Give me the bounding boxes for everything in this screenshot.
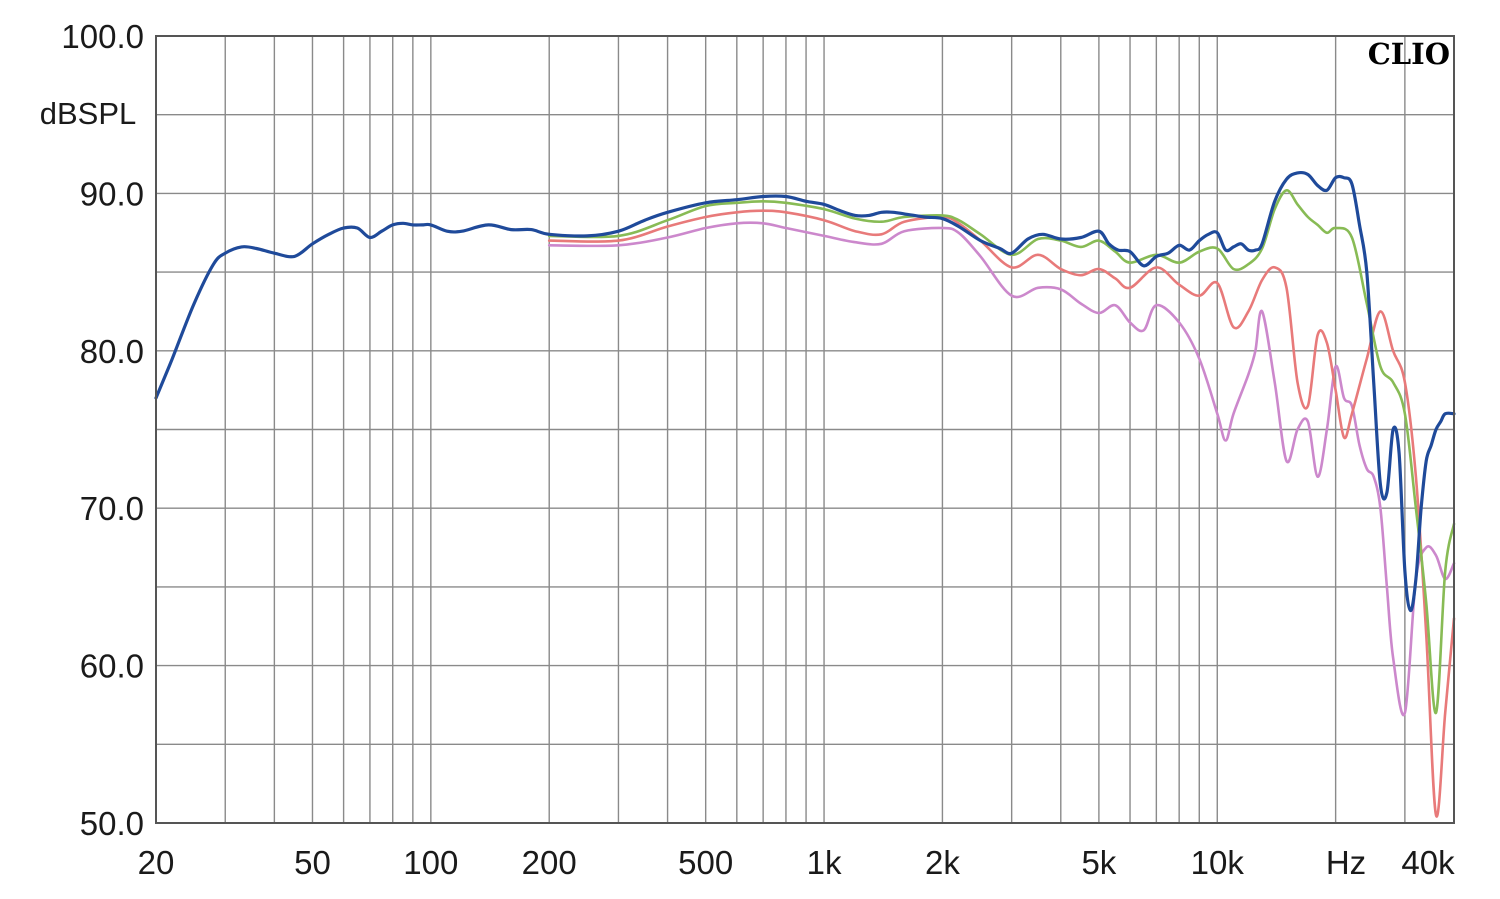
plot-frame [155,35,1455,824]
y-tick-label: 70.0 [80,490,144,527]
response-curve-2 [547,209,1456,818]
y-axis-ticks: 100.0 90.0 80.0 70.0 60.0 50.0 [61,18,144,842]
x-tick-label: 100 [403,844,458,881]
x-tick-label: 200 [522,844,577,881]
y-tick-label: 100.0 [61,18,144,55]
y-tick-label: 50.0 [80,805,144,842]
x-tick-label: 500 [678,844,733,881]
x-tick-label: 40k [1401,844,1455,881]
response-curve-3 [547,189,1456,715]
x-axis-unit-label: Hz [1326,844,1366,881]
y-tick-label: 60.0 [80,648,144,685]
x-axis-ticks: 20 50 100 200 500 1k 2k 5k 10k 40k [138,844,1455,881]
x-tick-label: 2k [925,844,960,881]
clio-logo: CLIO [1368,37,1450,71]
x-tick-label: 10k [1191,844,1245,881]
series-group [154,170,1456,818]
x-tick-label: 5k [1081,844,1116,881]
response-curve-1 [547,221,1456,717]
y-tick-label: 80.0 [80,333,144,370]
x-tick-label: 20 [138,844,175,881]
y-tick-label: 90.0 [80,175,144,212]
response-curve-4 [154,170,1456,613]
x-tick-label: 1k [807,844,842,881]
y-axis-unit-label: dBSPL [40,96,137,131]
grid [156,36,1454,823]
x-tick-label: 50 [294,844,331,881]
